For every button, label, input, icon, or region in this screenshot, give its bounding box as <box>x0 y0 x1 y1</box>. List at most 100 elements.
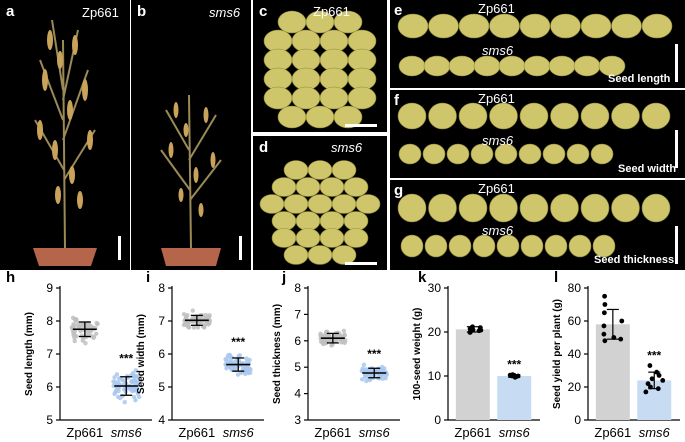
data-point <box>114 372 120 377</box>
data-point <box>478 327 484 333</box>
data-point <box>362 374 368 379</box>
bar <box>497 376 532 420</box>
data-point <box>133 398 138 403</box>
seed <box>520 234 544 258</box>
panel-c-genotype-label: Zp661 <box>313 4 350 19</box>
data-point <box>185 312 190 318</box>
seed <box>519 193 549 223</box>
data-point <box>93 331 99 336</box>
panel-letter-i: i <box>146 270 150 286</box>
data-point <box>656 373 662 378</box>
data-point <box>243 367 248 373</box>
panel-letter-c: c <box>259 3 268 20</box>
seed <box>295 177 321 197</box>
panel-f-bottom-label: sms6 <box>482 133 514 148</box>
data-point <box>643 389 649 395</box>
seed <box>397 193 427 223</box>
panel-g-bottom-label: sms6 <box>482 223 514 238</box>
y-tick-label: 20 <box>428 325 442 339</box>
panel-d-genotype-label: sms6 <box>331 140 363 155</box>
seed <box>277 10 307 34</box>
y-axis-label: 100-seed weight (g) <box>412 308 423 401</box>
seed <box>473 55 501 77</box>
y-tick-label: 4 <box>294 387 301 401</box>
seed <box>519 102 549 130</box>
panel-f-caption: Seed width <box>618 163 677 175</box>
seed <box>263 86 293 110</box>
seed-row-photo-f <box>397 102 678 168</box>
data-point <box>359 377 365 382</box>
y-tick-label: 8 <box>46 314 53 328</box>
data-point <box>83 341 88 346</box>
panel-letter-h: h <box>6 270 15 286</box>
data-point <box>190 308 195 313</box>
data-point <box>649 376 655 382</box>
y-tick-label: 6 <box>294 334 301 348</box>
data-point <box>323 332 328 338</box>
seed <box>397 13 429 39</box>
panel-letter-f: f <box>394 92 399 109</box>
x-tick-label: sms6 <box>359 425 391 440</box>
seed <box>470 143 494 165</box>
seed <box>566 143 590 165</box>
panel-letter-g: g <box>394 182 404 199</box>
data-point <box>133 368 139 373</box>
y-tick-label: 6 <box>158 347 165 361</box>
y-axis-label: Seed thickness (mm) <box>272 304 283 404</box>
significance-label: *** <box>507 358 521 372</box>
seed <box>424 234 448 258</box>
seed <box>611 193 640 223</box>
data-point <box>235 372 241 377</box>
x-tick-label: Zp661 <box>594 425 631 440</box>
seed <box>590 143 614 165</box>
data-point <box>236 353 241 359</box>
panel-b-genotype-label: sms6 <box>209 5 241 20</box>
photo-panel-f: f Zp661 sms6 Seed width <box>390 90 685 178</box>
y-tick-label: 40 <box>568 347 582 361</box>
seed <box>548 55 576 77</box>
y-tick-label: 7 <box>158 314 165 328</box>
data-point <box>205 316 211 321</box>
seed <box>283 245 309 265</box>
y-tick-label: 3 <box>294 413 301 427</box>
y-tick-label: 5 <box>46 413 53 427</box>
data-point <box>195 325 201 330</box>
seed <box>550 13 581 39</box>
y-tick-label: 30 <box>428 281 442 295</box>
seed <box>283 194 309 214</box>
seed <box>283 160 309 180</box>
data-point <box>115 386 120 391</box>
data-point <box>367 377 372 383</box>
x-tick-label: Zp661 <box>454 425 491 440</box>
seed <box>641 193 671 223</box>
seed <box>307 245 333 265</box>
seed <box>355 194 381 214</box>
data-point <box>244 359 250 365</box>
data-point <box>129 379 134 384</box>
seed <box>611 102 640 130</box>
seed <box>331 194 357 214</box>
data-point <box>601 331 607 337</box>
x-tick-label: sms6 <box>111 425 143 440</box>
seed <box>343 177 369 197</box>
panel-g-top-label: Zp661 <box>478 181 515 196</box>
chart-l: l 0 20 40 60 80 Seed yield per plant (g) Zp661 s… <box>552 270 680 440</box>
y-axis-label: Seed width (mm) <box>136 314 147 394</box>
bar <box>455 329 490 420</box>
seed <box>347 86 377 110</box>
seed <box>319 177 345 197</box>
y-tick-label: 10 <box>428 369 442 383</box>
data-point <box>361 362 367 367</box>
data-point <box>660 378 666 383</box>
data-point <box>322 341 328 346</box>
seed <box>573 55 601 77</box>
data-point <box>619 318 625 324</box>
y-tick-label: 5 <box>158 380 165 394</box>
data-point <box>80 338 86 343</box>
seed <box>598 55 626 77</box>
data-point <box>325 337 331 343</box>
data-point <box>379 364 385 370</box>
seed <box>458 13 490 39</box>
panel-letter-l: l <box>554 270 558 286</box>
data-point <box>136 394 142 400</box>
